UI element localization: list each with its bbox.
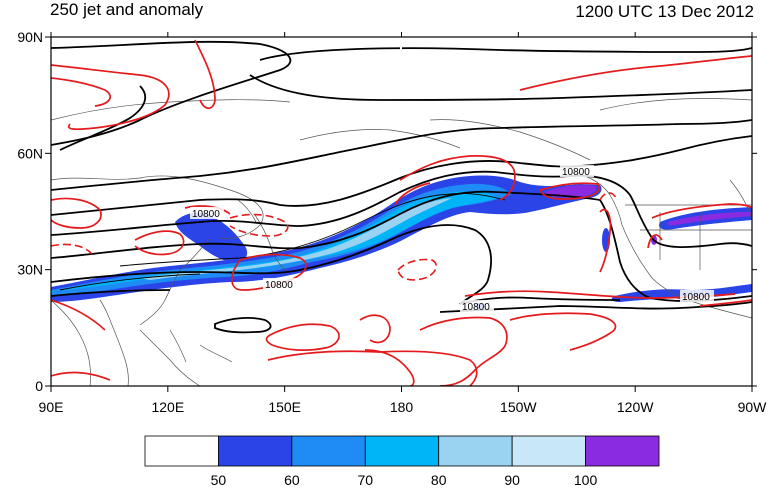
anomaly-contour-neg-1 xyxy=(397,258,437,281)
colorbar-swatch-3 xyxy=(364,435,440,467)
jet-band-80 xyxy=(140,198,452,280)
colorbar-swatch-4 xyxy=(438,435,513,467)
anomaly-contours xyxy=(51,39,752,386)
contour-label-1: 10800 xyxy=(192,209,220,220)
height-contour-3 xyxy=(249,74,752,101)
anomaly-contour-22 xyxy=(699,299,752,307)
colorbar-swatch-5 xyxy=(511,435,586,467)
contour-labels: 10800 10800 10800 10800 10800 xyxy=(190,165,714,313)
anomaly-contour-23 xyxy=(51,371,111,381)
height-contour-11 xyxy=(214,317,272,334)
lon-tick-label-4: 150W xyxy=(500,399,537,415)
anomaly-contour-24 xyxy=(364,349,415,386)
lon-tick-label-2: 150E xyxy=(268,399,301,415)
anomaly-contour-4 xyxy=(519,55,752,91)
height-contour-12 xyxy=(59,85,147,151)
height-contour-9 xyxy=(51,289,171,297)
contour-label-5: 10800 xyxy=(682,292,710,303)
anomaly-contour-14 xyxy=(359,314,391,344)
height-contour-1 xyxy=(51,40,292,146)
colorbar-swatch-0 xyxy=(144,435,219,467)
jet-band-50-north xyxy=(175,212,248,262)
height-contours xyxy=(51,40,752,334)
anomaly-contour-20 xyxy=(651,203,752,219)
latitude-axis: 0 30N 60N 90N xyxy=(17,29,757,394)
anomaly-contour-9 xyxy=(394,182,431,206)
anomaly-contour-15 xyxy=(267,350,478,386)
anomaly-contour-neg-3 xyxy=(51,243,93,255)
lat-tick-label-3: 90N xyxy=(17,29,43,45)
anomaly-contour-19 xyxy=(599,208,612,273)
height-contour-8 xyxy=(51,224,621,305)
height-contour-2 xyxy=(259,47,752,61)
anomaly-contour-16 xyxy=(419,316,508,386)
anomaly-contour-neg-4 xyxy=(599,192,617,201)
lat-tick-label-1: 30N xyxy=(17,262,43,278)
longitude-axis: 90E 120E 150E 180 150W 120W 90W xyxy=(39,32,768,415)
lat-tick-label-2: 60N xyxy=(17,145,43,161)
colorbar-label-1: 60 xyxy=(284,472,300,488)
anomaly-contour-13 xyxy=(265,323,340,351)
anomaly-contour-7 xyxy=(184,205,231,215)
colorbar-swatch-6 xyxy=(585,435,660,467)
anomaly-contour-3 xyxy=(194,39,216,110)
anomaly-contour-5 xyxy=(51,197,102,229)
contour-label-3: 10800 xyxy=(562,167,590,178)
anomaly-contour-neg-2 xyxy=(229,213,289,237)
lon-tick-label-0: 90E xyxy=(39,399,64,415)
anomaly-contour-21 xyxy=(647,234,663,249)
lon-tick-label-6: 90W xyxy=(738,399,768,415)
anomaly-contour-10 xyxy=(538,182,600,200)
map-plot-area: 10800 10800 10800 10800 10800 xyxy=(51,39,752,386)
height-contours-thin xyxy=(59,193,506,291)
colorbar-swatch-2 xyxy=(291,435,366,467)
colorbar-label-5: 100 xyxy=(574,472,598,488)
anomaly-contour-6 xyxy=(134,230,185,256)
colorbar-label-4: 90 xyxy=(504,472,520,488)
map-title: 250 jet and anomaly xyxy=(50,0,204,19)
jet-band-100-a xyxy=(545,185,597,198)
lon-tick-label-5: 120W xyxy=(617,399,654,415)
height-contour-5 xyxy=(51,135,752,216)
anomaly-contour-8 xyxy=(399,155,516,201)
height-contour-6 xyxy=(51,170,752,248)
colorbar-label-3: 80 xyxy=(431,472,447,488)
map-valid-time: 1200 UTC 13 Dec 2012 xyxy=(575,2,754,21)
anomaly-contour-17 xyxy=(509,312,617,351)
anomaly-contour-1 xyxy=(51,64,170,131)
anomaly-contour-2 xyxy=(51,77,112,107)
colorbar-swatch-1 xyxy=(218,435,293,467)
contour-label-2: 10800 xyxy=(265,280,293,291)
jet-band-east-100 xyxy=(667,212,752,226)
anomaly-contours-negative xyxy=(51,192,617,281)
contour-label-4: 10800 xyxy=(462,302,490,313)
colorbar-label-2: 70 xyxy=(357,472,373,488)
lon-tick-label-1: 120E xyxy=(151,399,184,415)
anomaly-contour-12 xyxy=(51,299,106,331)
height-contour-4 xyxy=(51,119,752,191)
jet-band-70 xyxy=(51,191,498,292)
height-contour-10 xyxy=(439,301,752,313)
lon-tick-label-3: 180 xyxy=(390,399,414,415)
jet-shading xyxy=(51,175,752,309)
height-contour-7 xyxy=(51,190,752,302)
colorbar-label-0: 50 xyxy=(211,472,227,488)
lat-tick-label-0: 0 xyxy=(35,378,43,394)
coastlines xyxy=(51,98,752,386)
colorbar: 50 60 70 80 90 100 xyxy=(144,435,660,488)
